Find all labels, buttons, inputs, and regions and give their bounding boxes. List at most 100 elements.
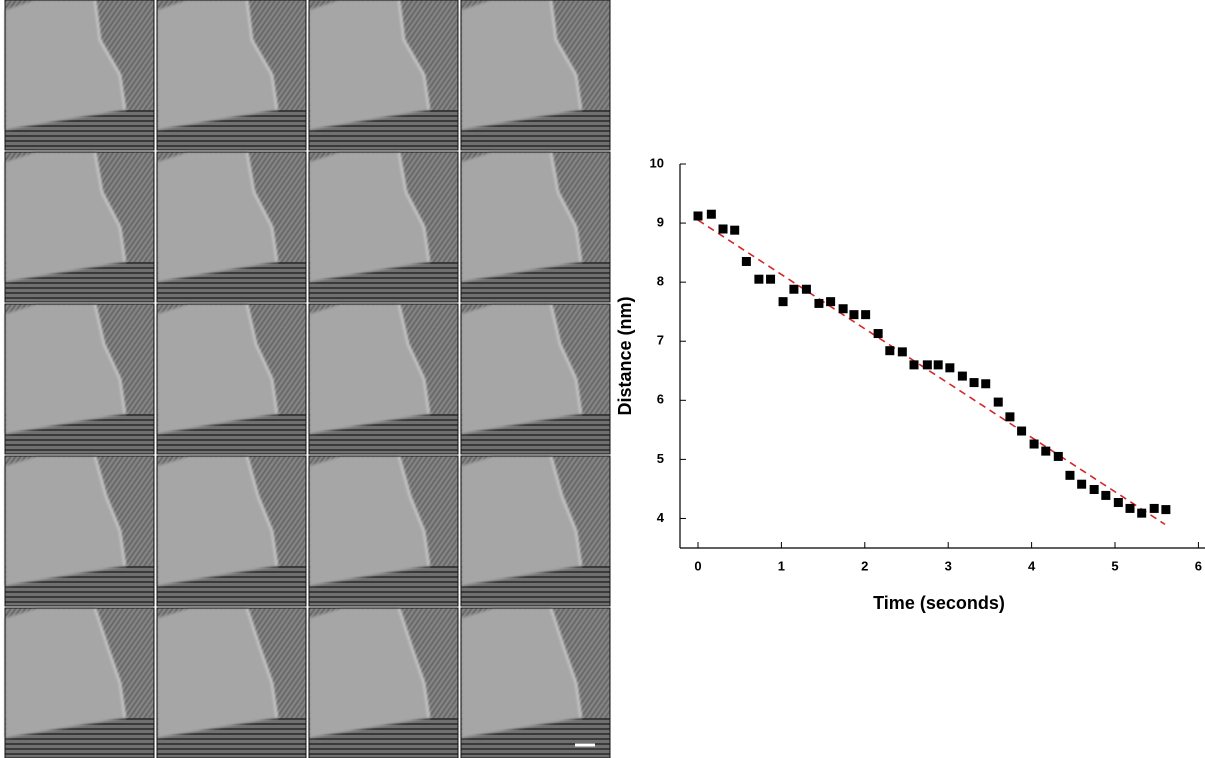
point <box>969 378 979 388</box>
particle-edge <box>246 303 278 415</box>
point <box>957 371 967 381</box>
x-tick-label: 3 <box>945 558 952 573</box>
particle-edge <box>550 607 582 719</box>
micrograph <box>308 151 459 303</box>
chart: Time (seconds) Distance (nm) 4 5 6 7 8 9 10 0 1 2… <box>615 155 1205 613</box>
point <box>1005 412 1015 422</box>
y-tick-label: 4 <box>657 510 665 525</box>
particle-edge <box>246 455 278 567</box>
tile-border <box>156 151 307 303</box>
tile-border <box>460 455 611 607</box>
particle <box>309 456 429 586</box>
particle-edge <box>398 0 430 111</box>
particle <box>309 0 429 130</box>
point <box>849 310 859 320</box>
particle-edge <box>550 151 582 263</box>
particle <box>157 608 277 738</box>
y-axis-title: Distance (nm) <box>615 296 635 415</box>
micrograph <box>156 0 307 151</box>
point <box>693 211 703 221</box>
tile-border <box>460 151 611 303</box>
particle-edge <box>398 151 430 263</box>
particle <box>309 608 429 738</box>
micrograph <box>460 151 611 303</box>
point <box>801 284 811 294</box>
y-tick-label: 5 <box>657 451 664 466</box>
particle <box>5 304 125 434</box>
particle <box>309 152 429 282</box>
point <box>897 347 907 357</box>
y-tick-label: 8 <box>657 274 664 289</box>
point <box>1161 505 1171 515</box>
x-tick-label: 0 <box>694 558 701 573</box>
point <box>1077 479 1087 489</box>
particle-edge <box>550 455 582 567</box>
tile-border <box>460 607 611 758</box>
tile-border <box>4 455 155 607</box>
point <box>873 329 883 339</box>
particle <box>157 304 277 434</box>
particle <box>461 608 581 738</box>
particle-edge <box>94 0 126 111</box>
particle-edge <box>94 303 126 415</box>
tile-border <box>4 607 155 758</box>
x-tick-label: 1 <box>778 558 785 573</box>
micrograph <box>460 303 611 455</box>
point <box>814 298 824 308</box>
point <box>1041 446 1051 456</box>
tile-border <box>308 455 459 607</box>
point <box>789 284 799 294</box>
point <box>838 304 848 314</box>
point <box>706 209 716 219</box>
point <box>885 346 895 356</box>
tile-border <box>156 607 307 758</box>
particle-edge <box>246 151 278 263</box>
point <box>1125 503 1135 513</box>
point <box>754 274 764 284</box>
particle <box>309 304 429 434</box>
point <box>718 224 728 234</box>
point <box>730 225 740 235</box>
x-tick-label: 5 <box>1111 558 1118 573</box>
tile-border <box>4 303 155 455</box>
tile-border <box>308 607 459 758</box>
x-axis-title: Time (seconds) <box>873 593 1005 613</box>
point <box>981 379 991 389</box>
point <box>741 256 751 266</box>
point <box>933 360 943 370</box>
point <box>1089 485 1099 495</box>
point <box>1053 451 1063 461</box>
particle <box>461 456 581 586</box>
x-tick-label: 6 <box>1195 558 1202 573</box>
y-tick-label: 9 <box>657 215 664 230</box>
particle-edge <box>94 151 126 263</box>
micrograph <box>460 0 611 151</box>
tile-border <box>308 0 459 151</box>
micrograph <box>4 0 155 151</box>
trend-line <box>697 219 1166 526</box>
particle <box>5 152 125 282</box>
point <box>1017 426 1027 436</box>
y-tick-label: 7 <box>657 333 664 348</box>
tile-border <box>156 303 307 455</box>
point <box>993 397 1003 407</box>
micrograph <box>308 607 459 758</box>
particle <box>461 0 581 130</box>
micrograph <box>308 303 459 455</box>
point <box>778 297 788 307</box>
point <box>826 297 836 307</box>
micrograph <box>156 303 307 455</box>
particle <box>461 152 581 282</box>
point <box>766 274 776 284</box>
x-tick-label: 4 <box>1028 558 1036 573</box>
particle <box>157 0 277 130</box>
particle <box>5 0 125 130</box>
particle <box>5 608 125 738</box>
tile-border <box>4 0 155 151</box>
micrograph <box>460 607 611 758</box>
particle-edge <box>94 455 126 567</box>
micrograph <box>156 455 307 607</box>
point <box>1065 470 1075 480</box>
particle-edge <box>398 455 430 567</box>
tile-border <box>4 151 155 303</box>
